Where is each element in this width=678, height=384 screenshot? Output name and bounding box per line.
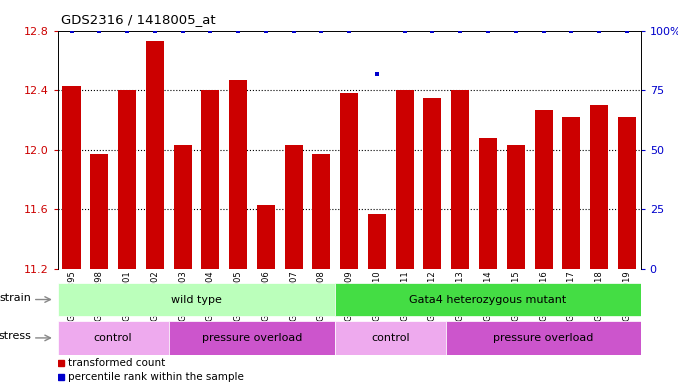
Point xyxy=(538,28,549,34)
Point xyxy=(149,28,160,34)
Bar xyxy=(174,145,192,269)
Bar xyxy=(313,154,330,269)
Point xyxy=(455,28,466,34)
Point xyxy=(316,28,327,34)
Point xyxy=(594,28,605,34)
Bar xyxy=(562,117,580,269)
Text: pressure overload: pressure overload xyxy=(494,333,594,343)
Bar xyxy=(62,86,81,269)
Point xyxy=(205,28,216,34)
Text: transformed count: transformed count xyxy=(68,358,165,368)
Point xyxy=(344,28,355,34)
Text: GDS2316 / 1418005_at: GDS2316 / 1418005_at xyxy=(61,13,216,26)
Text: wild type: wild type xyxy=(171,295,222,305)
Bar xyxy=(118,90,136,269)
Bar xyxy=(336,321,446,354)
Bar xyxy=(590,105,608,269)
Bar xyxy=(424,98,441,269)
Text: strain: strain xyxy=(0,293,32,303)
Bar xyxy=(58,283,336,316)
Bar xyxy=(58,321,169,354)
Point xyxy=(483,28,494,34)
Point xyxy=(66,28,77,34)
Point xyxy=(622,28,633,34)
Bar xyxy=(229,80,247,269)
Text: pressure overload: pressure overload xyxy=(202,333,302,343)
Bar xyxy=(146,41,164,269)
Text: control: control xyxy=(372,333,410,343)
Point xyxy=(260,28,271,34)
Bar xyxy=(451,90,469,269)
Point xyxy=(288,28,299,34)
Text: Gata4 heterozygous mutant: Gata4 heterozygous mutant xyxy=(410,295,567,305)
Bar xyxy=(285,145,302,269)
Bar xyxy=(336,283,641,316)
Point xyxy=(121,28,132,34)
Point xyxy=(511,28,521,34)
Bar xyxy=(506,145,525,269)
Text: control: control xyxy=(94,333,132,343)
Point xyxy=(233,28,243,34)
Point xyxy=(566,28,577,34)
Bar xyxy=(396,90,414,269)
Bar xyxy=(618,117,636,269)
Bar xyxy=(446,321,641,354)
Bar xyxy=(257,205,275,269)
Bar xyxy=(201,90,220,269)
Point xyxy=(177,28,188,34)
Text: stress: stress xyxy=(0,331,32,341)
Bar xyxy=(169,321,336,354)
Bar xyxy=(479,138,497,269)
Bar xyxy=(534,109,553,269)
Point xyxy=(94,28,104,34)
Point xyxy=(427,28,438,34)
Point xyxy=(399,28,410,34)
Text: percentile rank within the sample: percentile rank within the sample xyxy=(68,372,244,382)
Point xyxy=(372,71,382,77)
Bar xyxy=(368,214,386,269)
Bar xyxy=(90,154,108,269)
Bar xyxy=(340,93,358,269)
